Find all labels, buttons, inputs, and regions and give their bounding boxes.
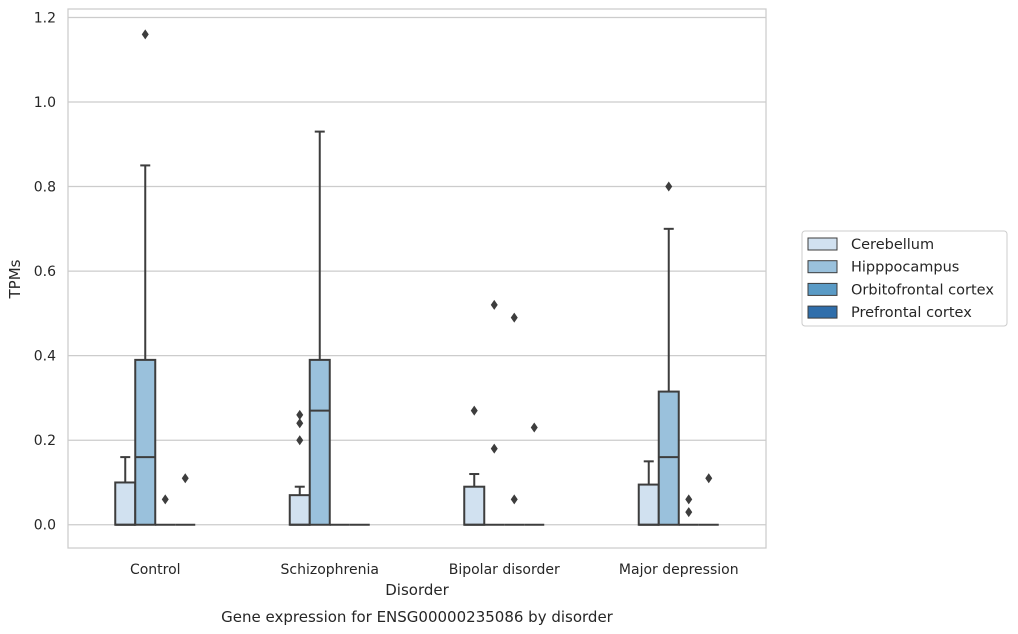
outlier-marker	[181, 473, 189, 484]
box-prefrontal-cortex	[524, 422, 545, 526]
legend-label: Orbitofrontal cortex	[851, 282, 994, 298]
box-orbitofrontal-cortex	[504, 312, 525, 526]
box-hipppocampus	[134, 29, 157, 526]
y-axis-label: TPMs	[6, 259, 24, 299]
legend-label: Cerebellum	[851, 237, 934, 253]
boxes	[114, 29, 719, 526]
box-orbitofrontal-cortex	[155, 494, 176, 526]
y-tick-label: 1.0	[34, 95, 56, 111]
legend-frame	[801, 230, 1008, 327]
x-tick-label: Schizophrenia	[281, 562, 379, 578]
y-tick-label: 0.0	[34, 518, 56, 534]
grid-lines	[68, 16, 766, 526]
outlier-marker	[510, 494, 518, 505]
outlier-marker	[141, 29, 149, 40]
outlier-marker	[490, 299, 498, 310]
outlier-marker	[705, 473, 713, 484]
outlier-marker	[296, 418, 304, 429]
y-tick-label: 0.6	[34, 264, 56, 280]
outlier-marker	[510, 312, 518, 323]
legend-label: Hipppocampus	[851, 260, 959, 276]
outlier-marker	[685, 507, 693, 518]
chart-title: Gene expression for ENSG00000235086 by d…	[221, 608, 614, 626]
box-prefrontal-cortex	[175, 473, 196, 526]
outlier-marker	[470, 405, 478, 416]
outlier-marker	[296, 409, 304, 420]
box-body	[463, 485, 486, 526]
box-cerebellum	[114, 456, 137, 526]
x-axis-label: Disorder	[385, 581, 449, 599]
x-tick-label: Bipolar disorder	[449, 562, 560, 578]
box-body	[114, 481, 137, 526]
y-tick-label: 0.4	[34, 349, 56, 365]
box-cerebellum	[463, 405, 486, 526]
legend: Cerebellum Hipppocampus Orbitofrontal cort…	[801, 230, 1008, 327]
legend-swatch	[807, 282, 838, 296]
x-tick-label: Control	[130, 562, 181, 578]
legend-label: Prefrontal cortex	[851, 305, 972, 321]
legend-swatch	[807, 260, 838, 274]
box-cerebellum	[288, 409, 311, 526]
box-body	[637, 483, 660, 526]
y-tick-label: 1.2	[34, 10, 56, 26]
outlier-marker	[665, 181, 673, 192]
outlier-marker	[685, 494, 693, 505]
outlier-marker	[296, 435, 304, 446]
box-prefrontal-cortex	[698, 473, 719, 526]
y-tick-label: 0.2	[34, 433, 56, 449]
box-hipppocampus	[308, 130, 331, 526]
box-body	[288, 494, 311, 526]
box-orbitofrontal-cortex	[678, 494, 699, 526]
outlier-marker	[161, 494, 169, 505]
box-hipppocampus	[484, 299, 505, 526]
outlier-marker	[490, 443, 498, 454]
box-body	[308, 358, 331, 526]
tick-labels: 0.0 0.2 0.4 0.6 0.8 1.0 1.2 Control Schizophreni…	[34, 10, 739, 578]
plot-frame	[67, 8, 767, 549]
outlier-marker	[530, 422, 538, 433]
legend-swatch	[807, 237, 838, 251]
box-body	[134, 358, 157, 526]
y-tick-label: 0.8	[34, 180, 56, 196]
box-hipppocampus	[657, 181, 680, 526]
box-body	[657, 390, 680, 526]
x-tick-label: Major depression	[619, 562, 739, 578]
box-cerebellum	[637, 460, 660, 526]
legend-swatch	[807, 305, 838, 319]
